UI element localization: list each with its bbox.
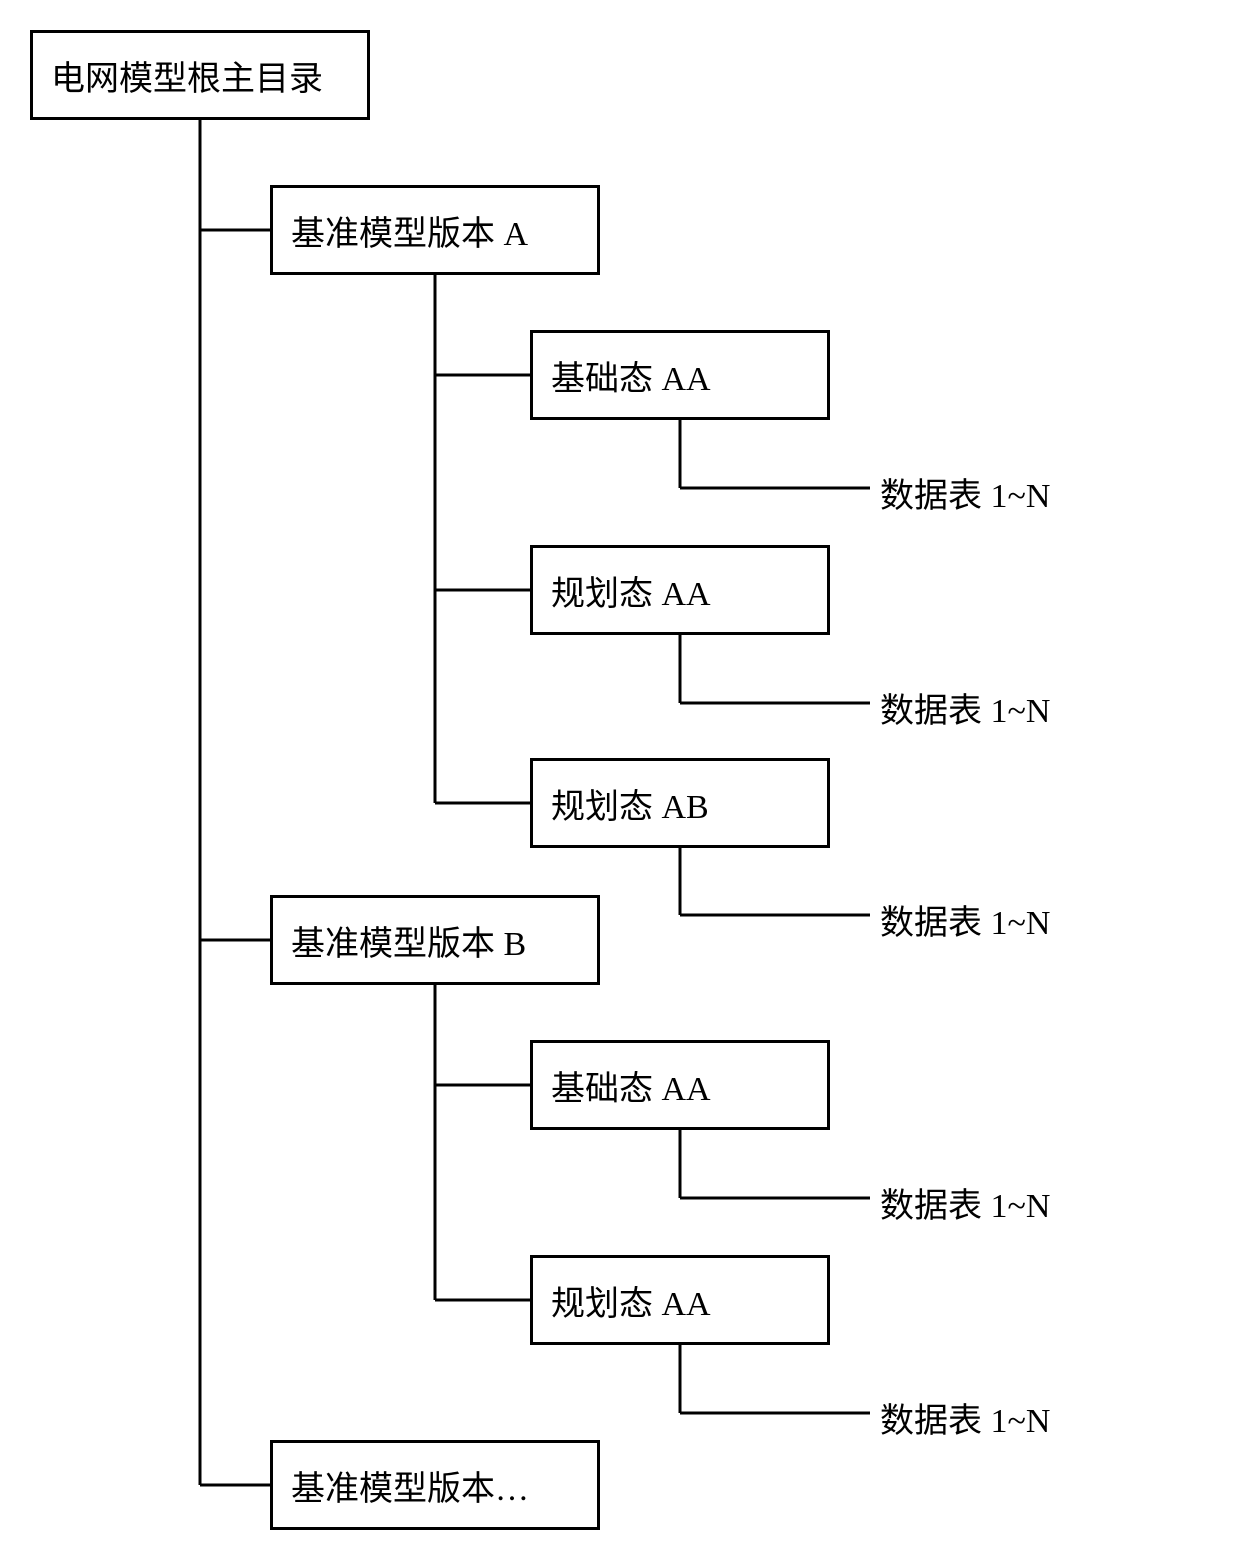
node-version-a-label: 基准模型版本 A <box>291 206 528 255</box>
node-version-b: 基准模型版本 B <box>270 895 600 985</box>
node-a-state-base-aa: 基础态 AA <box>530 330 830 420</box>
leaf-b-pa-tables: 数据表 1~N <box>880 1393 1050 1442</box>
leaf-a-pa-tables-label: 数据表 1~N <box>880 693 1050 730</box>
node-version-etc: 基准模型版本… <box>270 1440 600 1530</box>
leaf-a-aa-tables: 数据表 1~N <box>880 468 1050 517</box>
node-b-state-plan-aa-label: 规划态 AA <box>551 1276 711 1325</box>
leaf-a-pb-tables: 数据表 1~N <box>880 895 1050 944</box>
node-version-b-label: 基准模型版本 B <box>291 916 526 965</box>
node-version-a: 基准模型版本 A <box>270 185 600 275</box>
node-a-state-plan-aa-label: 规划态 AA <box>551 566 711 615</box>
leaf-b-pa-tables-label: 数据表 1~N <box>880 1403 1050 1440</box>
node-a-state-base-aa-label: 基础态 AA <box>551 351 711 400</box>
node-root-label: 电网模型根主目录 <box>51 51 323 100</box>
node-version-etc-label: 基准模型版本… <box>291 1461 529 1510</box>
leaf-a-pa-tables: 数据表 1~N <box>880 683 1050 732</box>
leaf-a-pb-tables-label: 数据表 1~N <box>880 905 1050 942</box>
node-b-state-base-aa-label: 基础态 AA <box>551 1061 711 1110</box>
leaf-b-aa-tables: 数据表 1~N <box>880 1178 1050 1227</box>
leaf-a-aa-tables-label: 数据表 1~N <box>880 478 1050 515</box>
node-a-state-plan-aa: 规划态 AA <box>530 545 830 635</box>
node-a-state-plan-ab-label: 规划态 AB <box>551 779 709 828</box>
node-root: 电网模型根主目录 <box>30 30 370 120</box>
tree-diagram: 电网模型根主目录 基准模型版本 A 基础态 AA 规划态 AA 规划态 AB 基… <box>0 0 1236 1560</box>
node-b-state-base-aa: 基础态 AA <box>530 1040 830 1130</box>
leaf-b-aa-tables-label: 数据表 1~N <box>880 1188 1050 1225</box>
node-a-state-plan-ab: 规划态 AB <box>530 758 830 848</box>
node-b-state-plan-aa: 规划态 AA <box>530 1255 830 1345</box>
